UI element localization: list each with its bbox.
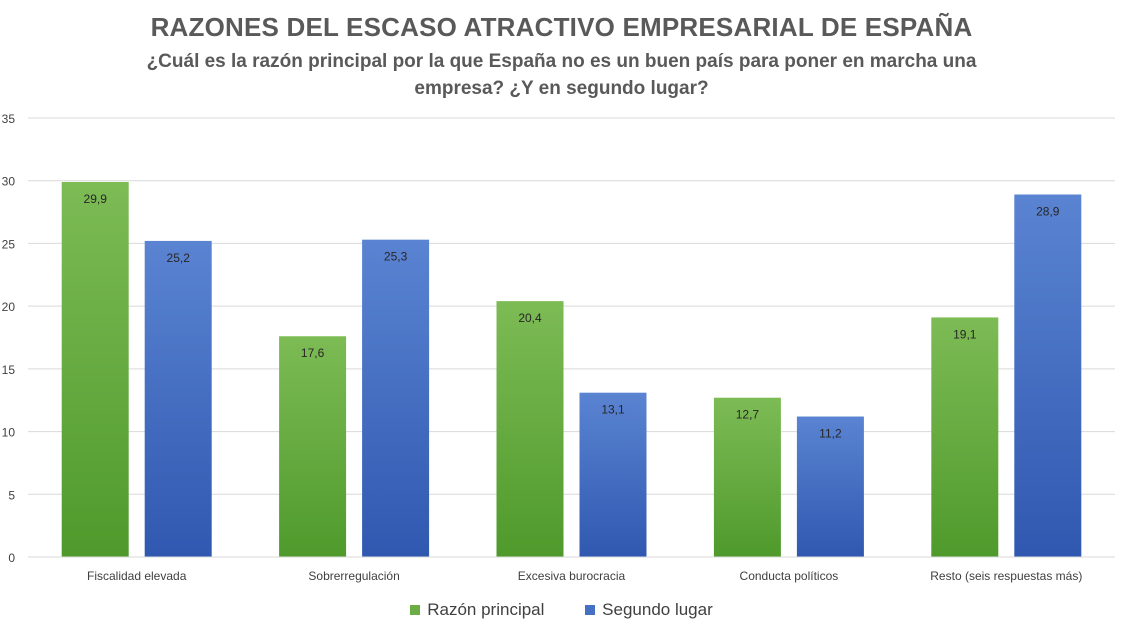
bar-razon-principal [496, 301, 564, 557]
bar-razon-principal [279, 336, 347, 557]
chart-subtitle: ¿Cuál es la razón principal por la que E… [146, 51, 977, 99]
data-label: 13,1 [601, 403, 625, 417]
y-tick-label: 0 [8, 551, 15, 565]
data-label: 20,4 [518, 311, 542, 325]
data-label: 17,6 [301, 346, 325, 360]
y-tick-label: 30 [2, 175, 16, 189]
legend: Razón principal Segundo lugar [0, 600, 1123, 620]
data-label: 12,7 [736, 408, 760, 422]
data-label: 11,2 [819, 427, 842, 441]
x-tick-label: Sobrerregulación [308, 569, 399, 583]
bar-segundo-lugar [362, 239, 430, 557]
x-tick-label: Conducta políticos [740, 569, 839, 583]
y-tick-label: 10 [2, 426, 16, 440]
y-tick-label: 35 [2, 112, 16, 126]
legend-label-series-2: Segundo lugar [602, 600, 713, 619]
legend-swatch-series-2 [585, 605, 596, 615]
bar-segundo-lugar [579, 392, 647, 557]
y-tick-label: 25 [2, 237, 16, 251]
y-tick-label: 20 [2, 300, 16, 314]
x-tick-label: Fiscalidad elevada [87, 569, 187, 583]
x-tick-label: Resto (seis respuestas más) [930, 569, 1082, 583]
bar-razon-principal [61, 181, 129, 557]
bar-chart: 0 5 10 15 20 25 30 35 29,9 25,2 Fiscalidad elevada… [2, 112, 1115, 583]
bar-razon-principal [931, 317, 999, 557]
y-tick-label: 15 [2, 363, 16, 377]
data-label: 25,2 [167, 251, 191, 265]
legend-item-series-1: Razón principal [410, 600, 544, 620]
data-label: 25,3 [384, 250, 408, 264]
bar-segundo-lugar [1014, 194, 1082, 558]
data-label: 29,9 [84, 192, 108, 206]
bar-razon-principal [713, 397, 781, 557]
chart-title: RAZONES DEL ESCASO ATRACTIVO EMPRESARIAL… [150, 12, 973, 42]
legend-item-series-2: Segundo lugar [585, 600, 713, 620]
bar-segundo-lugar [144, 240, 212, 558]
legend-label-series-1: Razón principal [427, 600, 545, 619]
data-label: 19,1 [953, 327, 977, 341]
bar-segundo-lugar [796, 416, 864, 557]
x-tick-label: Excesiva burocracia [518, 569, 626, 583]
legend-swatch-series-1 [410, 605, 421, 615]
y-tick-label: 5 [8, 488, 15, 502]
data-label: 28,9 [1036, 205, 1060, 219]
